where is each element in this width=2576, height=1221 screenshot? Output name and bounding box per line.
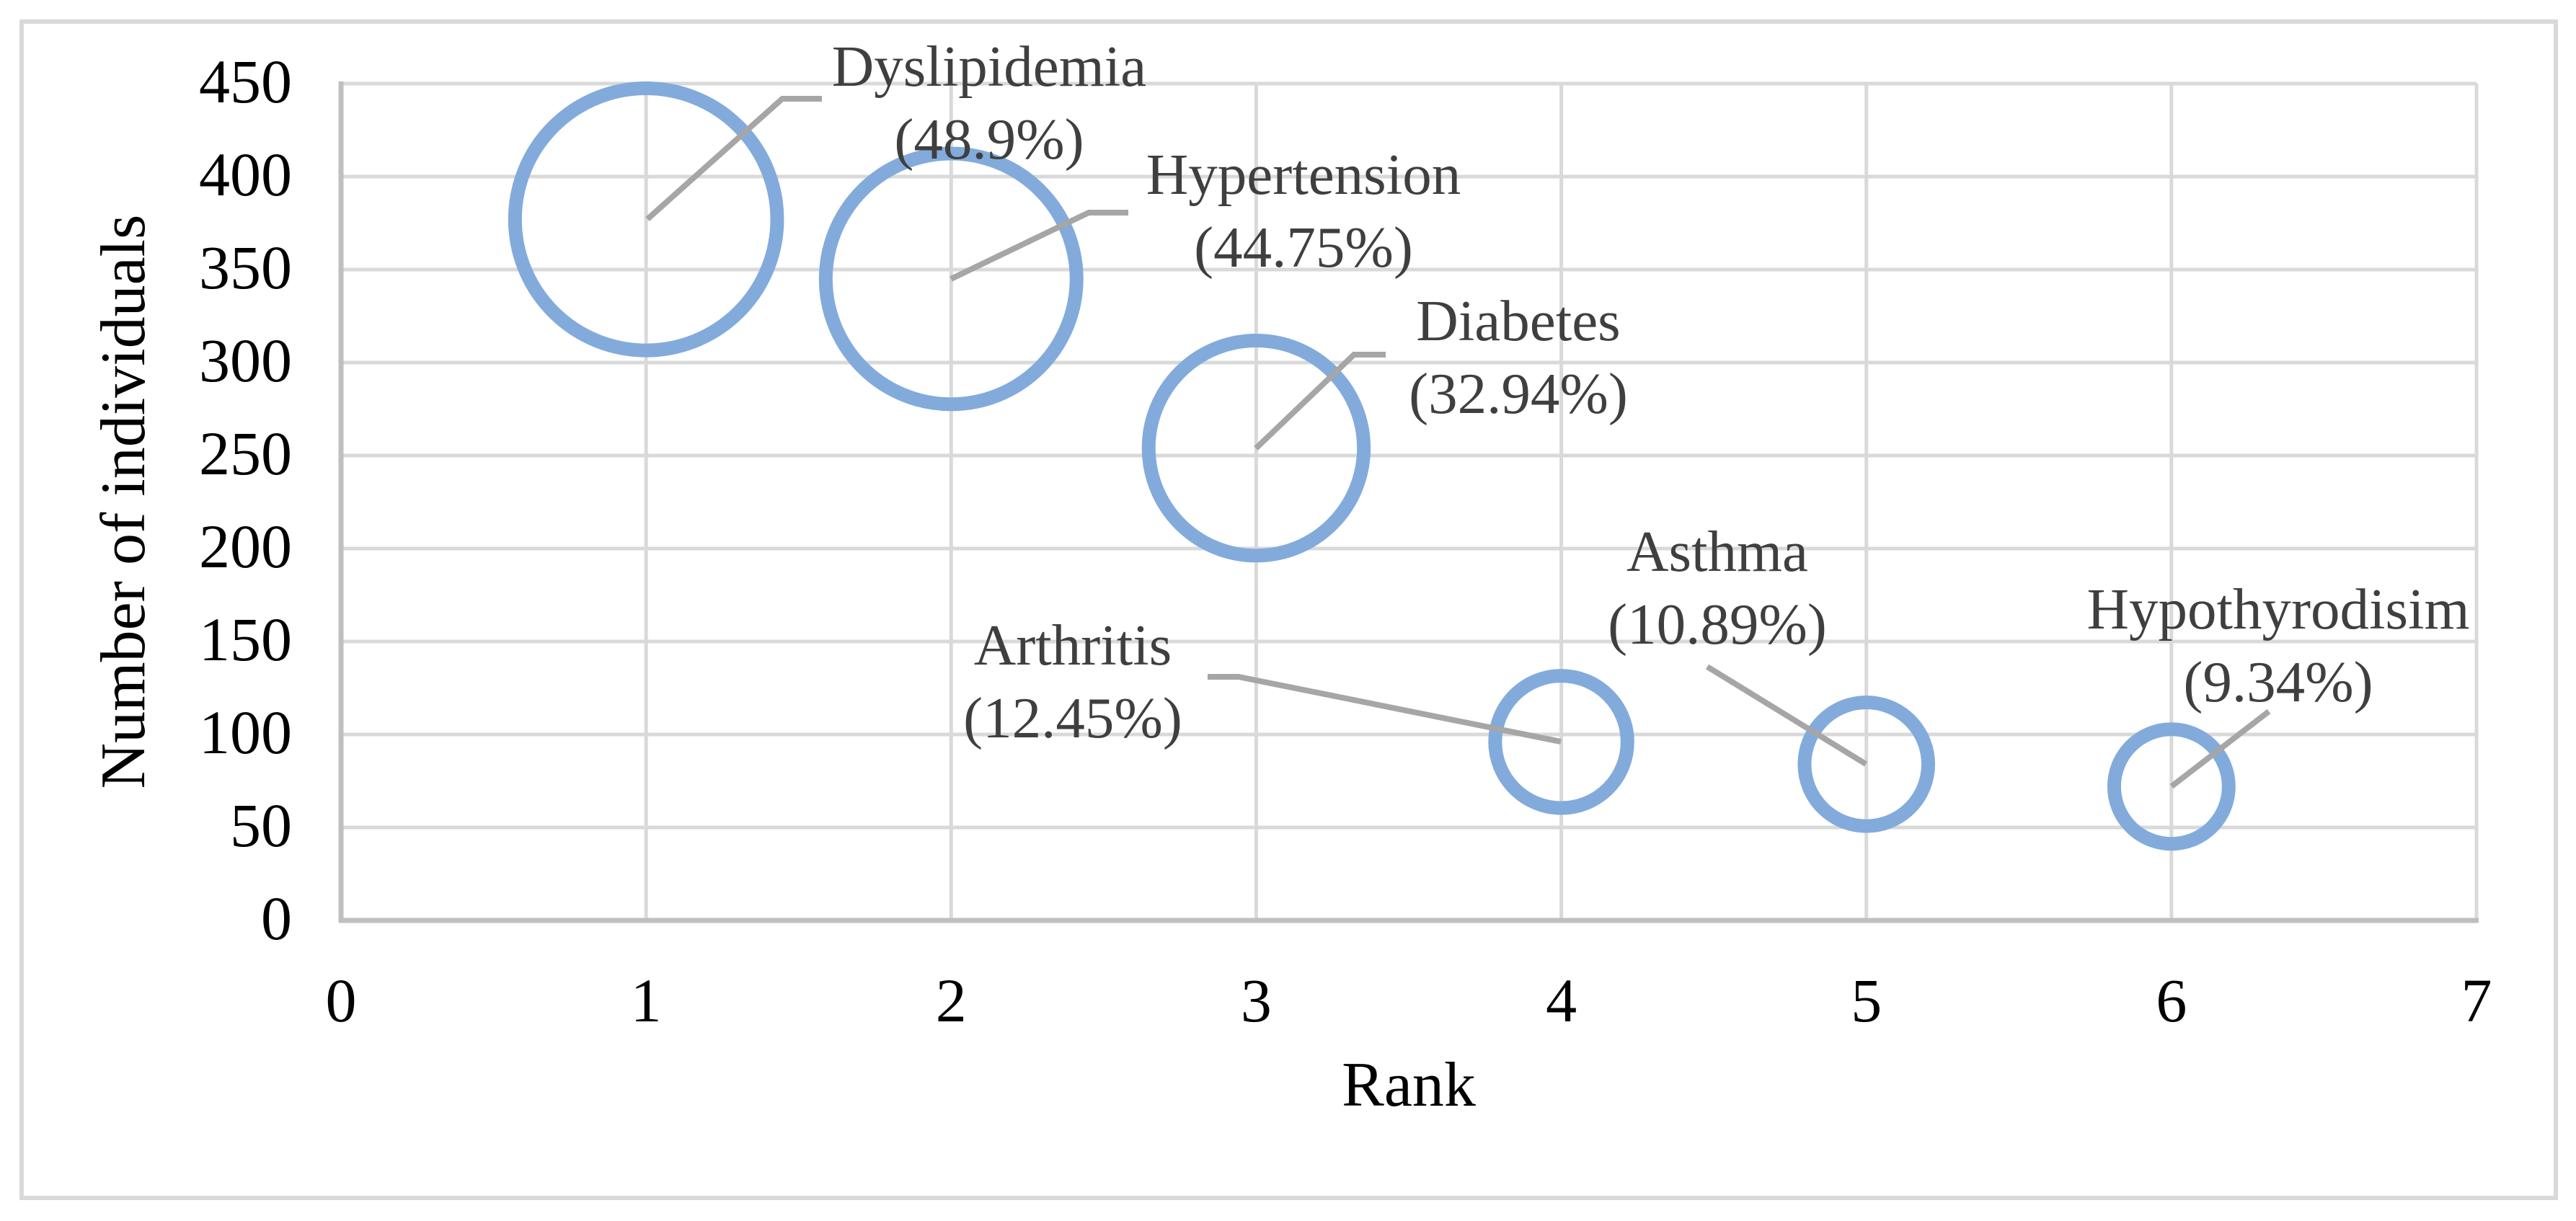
x-tick-label-0: 0 — [325, 966, 357, 1035]
bubble-diabetes — [1141, 333, 1371, 563]
x-tick-label-7: 7 — [2461, 966, 2492, 1035]
leader-line-asthma — [1705, 664, 1868, 767]
y-tick-label-300: 300 — [199, 326, 292, 395]
y-tick-label-350: 350 — [199, 233, 292, 302]
data-label-percent: (12.45%) — [963, 685, 1182, 750]
data-label-percent: (9.34%) — [2183, 649, 2373, 714]
data-label-name: Hypertension — [1146, 142, 1461, 207]
data-label-name: Asthma — [1626, 519, 1808, 584]
leader-line-diabetes — [1254, 352, 1386, 450]
data-label-hypertension: Hypertension (44.75%) — [1146, 138, 1461, 284]
bubble-arthritis — [1488, 669, 1634, 815]
data-label-name: Diabetes — [1416, 288, 1621, 353]
data-label-percent: (10.89%) — [1608, 592, 1827, 657]
y-tick-label-0: 0 — [261, 884, 292, 953]
data-label-name: Hypothyrodisim — [2086, 577, 2470, 641]
x-tick-label-5: 5 — [1851, 966, 1882, 1035]
data-label-arthritis: Arthritis (12.45%) — [963, 609, 1182, 755]
y-tick-label-150: 150 — [199, 605, 292, 674]
data-label-diabetes: Diabetes (32.94%) — [1409, 285, 1628, 430]
data-label-name: Arthritis — [973, 613, 1172, 678]
bubble-hypothyrodisim — [2107, 722, 2236, 851]
y-tick-label-200: 200 — [199, 512, 292, 581]
data-label-hypothyrodisim: Hypothyrodisim (9.34%) — [2086, 573, 2469, 719]
bubble-asthma — [1797, 695, 1936, 833]
leader-line-hypertension — [950, 210, 1128, 282]
y-tick-label-250: 250 — [199, 419, 292, 488]
data-label-percent: (32.94%) — [1409, 361, 1628, 426]
y-tick-label-100: 100 — [199, 698, 292, 767]
leader-line-dyslipidemia — [645, 96, 822, 221]
bubble-dyslipidemia — [508, 81, 784, 358]
chart-border — [19, 19, 2558, 1200]
data-label-percent: (48.9%) — [894, 107, 1084, 172]
data-label-name: Dyslipidemia — [831, 34, 1147, 99]
leader-line-arthritis — [1208, 674, 1562, 745]
x-axis-title: Rank — [1342, 1050, 1476, 1120]
data-label-dyslipidemia: Dyslipidemia (48.9%) — [832, 30, 1146, 176]
y-tick-label-50: 50 — [230, 791, 292, 860]
x-tick-label-4: 4 — [1546, 966, 1577, 1035]
x-tick-label-3: 3 — [1240, 966, 1272, 1035]
data-label-percent: (44.75%) — [1194, 215, 1413, 280]
x-tick-label-6: 6 — [2156, 966, 2187, 1035]
bubble-hypertension — [818, 146, 1084, 412]
leader-line-hypothyrodisim — [2169, 709, 2271, 789]
x-tick-label-2: 2 — [935, 966, 967, 1035]
x-tick-label-1: 1 — [630, 966, 662, 1035]
y-axis-title: Number of individuals — [89, 214, 159, 789]
y-tick-label-450: 450 — [199, 47, 292, 116]
y-tick-label-400: 400 — [199, 140, 292, 209]
data-label-asthma: Asthma (10.89%) — [1608, 515, 1827, 661]
